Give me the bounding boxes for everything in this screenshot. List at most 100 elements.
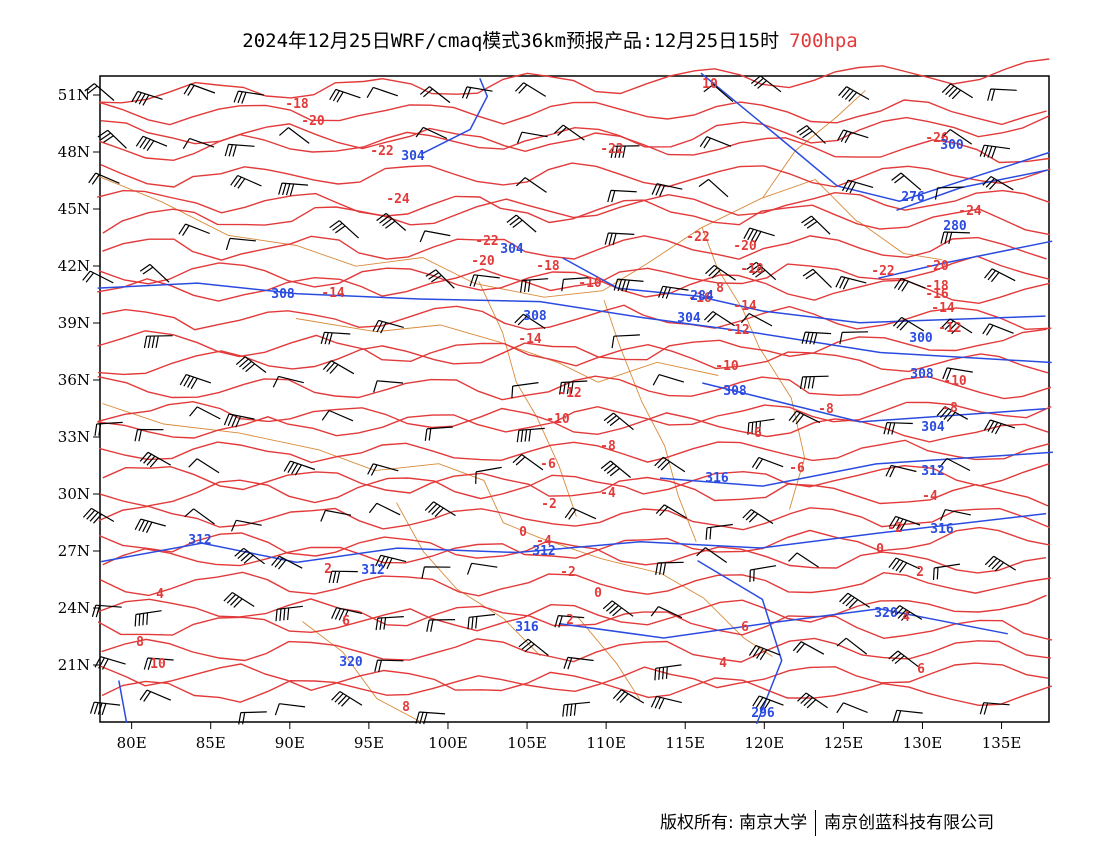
y-tick-label: 27N	[58, 542, 90, 560]
wind-barb	[372, 319, 404, 334]
temperature-isotherm	[98, 115, 1050, 162]
wind-barb	[230, 174, 262, 189]
wind-barb	[703, 310, 735, 327]
geopotential-label: 300	[940, 138, 964, 153]
wind-barb	[941, 318, 973, 335]
temperature-label: -10	[578, 276, 602, 291]
temperature-label: 6	[741, 620, 749, 635]
temperature-label: -20	[471, 254, 495, 269]
temperature-label: 2	[324, 562, 332, 577]
geopotential-isoline	[562, 257, 1046, 324]
temperature-label: -8	[818, 402, 834, 417]
temperature-contours	[96, 58, 1053, 707]
x-tick-label: 115E	[665, 734, 705, 752]
wind-barb	[562, 701, 590, 717]
wind-barb	[604, 232, 635, 246]
geopotential-label: 312	[361, 563, 384, 578]
wind-barb	[375, 554, 407, 570]
wind-barb	[367, 463, 399, 476]
temperature-label: -4	[922, 489, 938, 504]
boundary-line	[603, 299, 697, 542]
temperature-labels: -18-20-22-24-22-20 -18-14-10-14-12-10-8-6…	[136, 77, 982, 715]
temperature-label: -26	[925, 131, 949, 146]
wind-barb	[179, 374, 212, 390]
wind-barb	[506, 214, 537, 233]
wind-barb	[934, 186, 964, 200]
wind-barb	[469, 274, 500, 287]
temperature-isotherm	[97, 330, 1049, 374]
wind-barb	[272, 375, 304, 388]
wind-barb	[320, 509, 352, 522]
geopotential-isoline	[421, 78, 489, 155]
geopotential-label: 308	[523, 309, 547, 324]
wind-barb	[516, 427, 545, 443]
temperature-label: -14	[518, 332, 542, 347]
wind-barb	[703, 84, 734, 103]
wind-barb	[979, 702, 1010, 715]
wind-barb	[274, 703, 306, 716]
y-tick-label: 21N	[58, 656, 90, 674]
wind-barb	[747, 418, 775, 435]
temperature-label: -20	[733, 239, 757, 254]
title-main: 2024年12月25日WRF/cmaq模式36km预报产品:12月25日15时	[242, 30, 780, 52]
geopotential-label: 300	[909, 331, 933, 346]
temperature-label: -18	[536, 259, 560, 274]
geopotential-isoline	[659, 451, 1053, 487]
footer-right: 南京创蓝科技有限公司	[824, 813, 995, 833]
wind-barb	[705, 523, 733, 540]
geopotential-label: 276	[901, 190, 925, 205]
wind-barb	[424, 501, 456, 518]
wind-barb	[838, 86, 870, 102]
temperature-isotherm	[100, 120, 1050, 164]
wind-barb	[655, 561, 684, 575]
wind-barb	[91, 604, 122, 618]
wind-barb	[839, 331, 869, 345]
geopotential-label: 304	[401, 149, 425, 164]
geopotential-label: 312	[188, 533, 211, 548]
temperature-label: -22	[871, 264, 894, 279]
boundary-line	[102, 403, 773, 657]
temperature-label: -2	[887, 521, 903, 536]
wind-barb	[888, 650, 919, 668]
wind-barb	[699, 136, 732, 149]
wind-barb	[802, 268, 832, 289]
copyright-footer: 版权所有: 南京大学 南京创蓝科技有限公司	[660, 808, 994, 836]
wind-barb	[939, 509, 971, 521]
wind-barb	[836, 637, 868, 655]
wind-barb	[749, 565, 777, 583]
wind-barb	[651, 183, 683, 197]
wind-barb	[139, 263, 170, 283]
wind-barb	[143, 657, 174, 670]
x-tick-label: 95E	[354, 734, 384, 752]
wind-barb	[658, 285, 689, 299]
x-tick-label: 130E	[903, 734, 943, 752]
wind-barb	[515, 177, 547, 193]
wind-barb	[885, 464, 917, 478]
wind-barb	[467, 613, 496, 630]
wind-barb	[415, 126, 448, 140]
wind-barb	[936, 406, 968, 422]
geopotential-labels: 304 304 308 308 304 308 312 312 312 316 316 320 320 2…	[188, 138, 967, 721]
wind-barb	[366, 86, 398, 99]
wind-barb	[421, 566, 451, 579]
wind-barb	[984, 268, 1016, 283]
x-tick-label: 120E	[745, 734, 785, 752]
y-tick-label: 48N	[58, 143, 90, 161]
boundary-line	[295, 318, 719, 383]
wind-barb	[82, 507, 115, 524]
temperature-label: -14	[931, 301, 955, 316]
wind-barb	[654, 456, 686, 473]
y-tick-label: 36N	[58, 371, 90, 389]
wind-barb	[742, 508, 774, 525]
wind-barb	[932, 563, 960, 581]
wind-barb	[271, 555, 303, 570]
wind-barb	[511, 382, 539, 399]
wind-barb	[84, 83, 115, 101]
boundary-line	[857, 220, 943, 261]
temperature-label: -24	[958, 204, 982, 219]
wind-barb	[563, 656, 594, 670]
temperature-label: -4	[536, 534, 552, 549]
wind-barb	[223, 413, 255, 428]
wind-barb	[894, 277, 926, 292]
y-tick-label: 45N	[58, 200, 90, 218]
